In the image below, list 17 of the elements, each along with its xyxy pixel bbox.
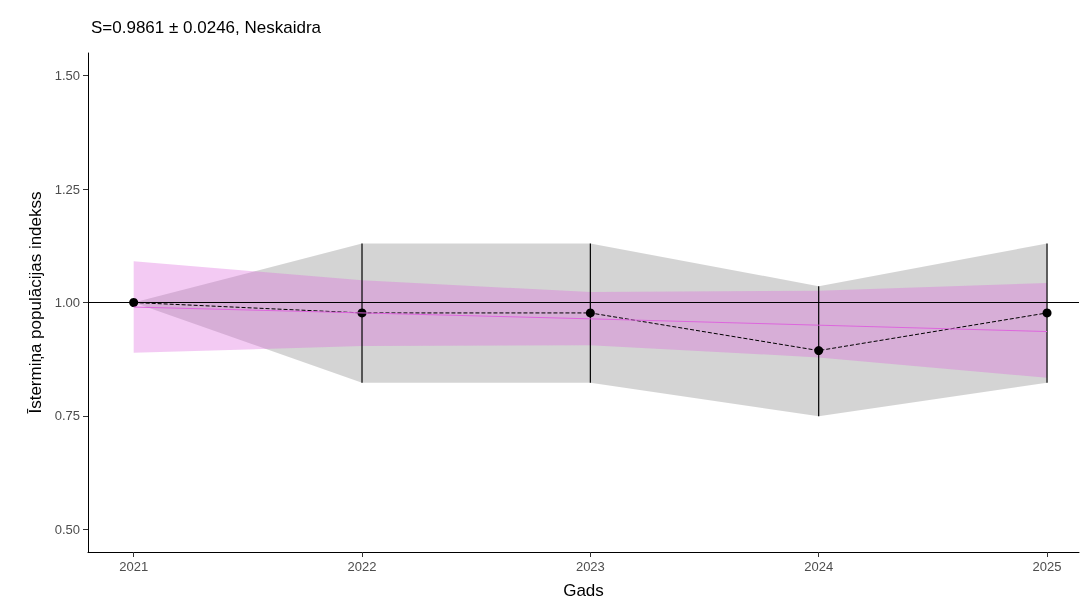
y-tick-label: 1.25 [54,181,80,197]
x-tick-label: 2021 [119,559,149,574]
point [814,346,824,356]
y-tick-label: 1.50 [54,68,80,84]
point [1042,308,1052,318]
y-axis-title: Īstermiņa populācijas indekss [25,191,45,414]
chart-title: S=0.9861 ± 0.0246, Neskaidra [91,18,322,37]
point [129,298,139,307]
y-tick-label: 1.00 [54,295,80,310]
y-tick-label: 0.75 [54,408,80,424]
x-tick-label: 2022 [347,559,377,574]
x-tick-label: 2024 [804,559,834,574]
y-tick-label: 0.50 [54,521,80,537]
x-tick-label: 2023 [575,559,605,574]
point [585,308,595,318]
x-tick-label: 2025 [1032,559,1062,574]
x-axis-title: Gads [563,581,604,600]
